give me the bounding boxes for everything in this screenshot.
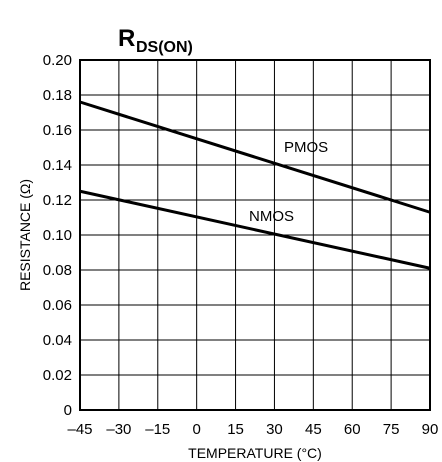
x-tick-label: –15 <box>145 421 170 438</box>
y-tick-label: 0.18 <box>43 87 72 104</box>
x-tick-labels: –45 –30 –15 0 15 30 45 60 75 90 <box>67 421 438 438</box>
y-tick-labels: 0 0.02 0.04 0.06 0.08 0.10 0.12 0.14 0.16 0.18 0.2… <box>43 52 72 419</box>
y-axis-label: RESISTANCE (Ω) <box>17 179 33 291</box>
y-tick-label: 0.10 <box>43 227 72 244</box>
chart-title-main: R <box>118 25 135 52</box>
x-tick-label: 45 <box>305 421 322 438</box>
y-tick-label: 0.08 <box>43 262 72 279</box>
x-tick-label: 75 <box>383 421 400 438</box>
x-tick-label: 0 <box>192 421 200 438</box>
y-tick-label: 0.20 <box>43 52 72 69</box>
x-tick-label: 30 <box>266 421 283 438</box>
x-axis-label: TEMPERATURE (°C) <box>188 445 322 461</box>
series-line-nmos <box>79 189 431 270</box>
y-tick-label: 0.02 <box>43 367 72 384</box>
plot-border <box>79 59 431 411</box>
y-tick-label: 0.04 <box>43 332 72 349</box>
y-tick-label: 0.12 <box>43 192 72 209</box>
x-tick-label: 15 <box>227 421 244 438</box>
series-line-pmos <box>79 100 431 214</box>
y-tick-label: 0.06 <box>43 297 72 314</box>
series-lines <box>79 100 431 270</box>
y-tick-label: 0.16 <box>43 122 72 139</box>
x-tick-label: 60 <box>344 421 361 438</box>
series-label-pmos: PMOS <box>284 139 328 156</box>
x-tick-label: –30 <box>106 421 131 438</box>
chart-title-subscript: DS(ON) <box>136 39 193 56</box>
x-tick-label: –45 <box>67 421 92 438</box>
y-tick-label: 0 <box>64 402 72 419</box>
y-tick-label: 0.14 <box>43 157 72 174</box>
grid-lines <box>80 60 430 410</box>
series-label-nmos: NMOS <box>249 208 294 225</box>
x-tick-label: 90 <box>422 421 439 438</box>
